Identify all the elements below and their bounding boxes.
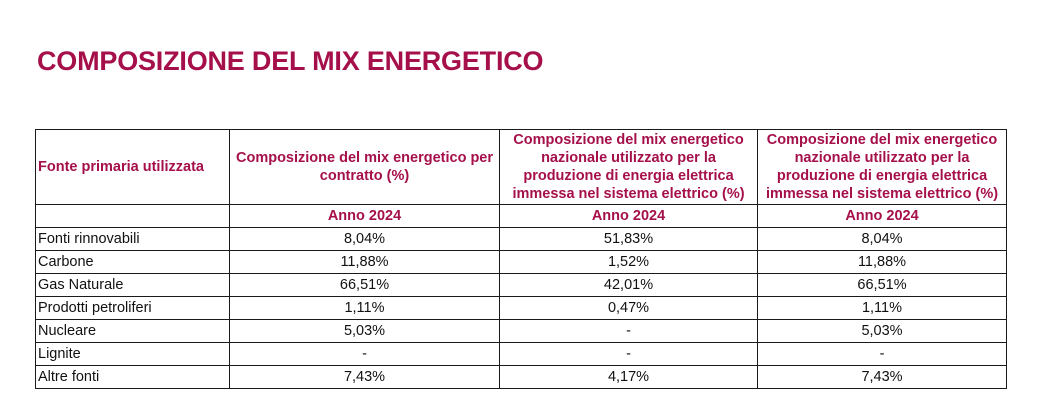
contract-mix-value: 66,51% <box>229 273 500 297</box>
table-year-row: Anno 2024 Anno 2024 Anno 2024 <box>35 204 1007 228</box>
table-header-row: Fonte primaria utilizzata Composizione d… <box>35 129 1007 205</box>
national-mix-value-2: 7,43% <box>757 365 1007 389</box>
national-mix-value-2: 1,11% <box>757 296 1007 320</box>
contract-mix-value: 7,43% <box>229 365 500 389</box>
national-mix-value-2: 11,88% <box>757 250 1007 274</box>
source-name: Gas Naturale <box>35 273 230 297</box>
national-mix-value: - <box>499 319 758 343</box>
column-header-national-mix-2: Composizione del mix energetico nazional… <box>757 129 1007 205</box>
national-mix-value-2: - <box>757 342 1007 366</box>
column-header-national-mix: Composizione del mix energetico nazional… <box>499 129 758 205</box>
national-mix-value: 1,52% <box>499 250 758 274</box>
table-row: Lignite - - - <box>35 342 1007 366</box>
contract-mix-value: 11,88% <box>229 250 500 274</box>
table-row: Gas Naturale 66,51% 42,01% 66,51% <box>35 273 1007 297</box>
table-row: Fonti rinnovabili 8,04% 51,83% 8,04% <box>35 227 1007 251</box>
contract-mix-value: 5,03% <box>229 319 500 343</box>
source-name: Altre fonti <box>35 365 230 389</box>
source-name: Lignite <box>35 342 230 366</box>
source-column-header: Fonte primaria utilizzata <box>35 129 230 205</box>
national-mix-value: - <box>499 342 758 366</box>
year-header-national-mix-2: Anno 2024 <box>757 204 1007 228</box>
source-name: Carbone <box>35 250 230 274</box>
contract-mix-value: - <box>229 342 500 366</box>
page-title: COMPOSIZIONE DEL MIX ENERGETICO <box>37 46 544 76</box>
national-mix-value-2: 66,51% <box>757 273 1007 297</box>
national-mix-value-2: 5,03% <box>757 319 1007 343</box>
year-header-contract-mix: Anno 2024 <box>229 204 500 228</box>
table-row: Prodotti petroliferi 1,11% 0,47% 1,11% <box>35 296 1007 320</box>
national-mix-value: 0,47% <box>499 296 758 320</box>
contract-mix-value: 1,11% <box>229 296 500 320</box>
national-mix-value: 51,83% <box>499 227 758 251</box>
table-row: Nucleare 5,03% - 5,03% <box>35 319 1007 343</box>
year-header-national-mix: Anno 2024 <box>499 204 758 228</box>
column-header-contract-mix: Composizione del mix energetico per cont… <box>229 129 500 205</box>
energy-mix-table: Fonte primaria utilizzata Composizione d… <box>35 129 1007 389</box>
source-name: Prodotti petroliferi <box>35 296 230 320</box>
source-name: Nucleare <box>35 319 230 343</box>
national-mix-value: 42,01% <box>499 273 758 297</box>
national-mix-value: 4,17% <box>499 365 758 389</box>
table-row: Altre fonti 7,43% 4,17% 7,43% <box>35 365 1007 389</box>
source-name: Fonti rinnovabili <box>35 227 230 251</box>
table-row: Carbone 11,88% 1,52% 11,88% <box>35 250 1007 274</box>
national-mix-value-2: 8,04% <box>757 227 1007 251</box>
contract-mix-value: 8,04% <box>229 227 500 251</box>
year-row-empty-cell <box>35 204 230 228</box>
